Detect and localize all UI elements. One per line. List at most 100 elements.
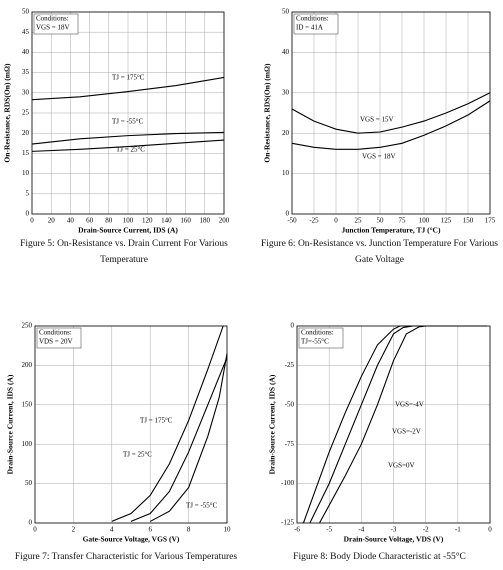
- y-tick-label: 30: [282, 88, 290, 96]
- y-tick-label: 20: [22, 129, 30, 137]
- x-tick-label: 150: [463, 217, 474, 225]
- y-tick-label: 10: [282, 169, 290, 177]
- x-tick-label: 0: [30, 217, 34, 225]
- x-tick-label: 200: [219, 217, 230, 225]
- x-tick-label: 10: [224, 526, 232, 534]
- series-label: TJ = -55°C: [112, 118, 144, 126]
- plot-frame: [34, 325, 228, 524]
- series-label: TJ = 25°C: [123, 451, 152, 459]
- series-line: [31, 76, 225, 101]
- caption: Figure 7: Transfer Characteristic for Va…: [14, 552, 238, 562]
- conditions-text: TJ=-55°C: [301, 338, 329, 346]
- x-tick-label: 100: [123, 217, 134, 225]
- series-label: TJ = -55°C: [186, 502, 218, 510]
- y-tick-label: 200: [22, 361, 33, 369]
- conditions-box: [298, 327, 344, 349]
- y-tick-label: 100: [22, 440, 33, 448]
- x-tick-label: 8: [187, 526, 191, 534]
- y-tick-label: 0: [26, 210, 30, 218]
- y-tick-label: 40: [282, 48, 290, 56]
- x-tick-label: -2: [423, 526, 429, 534]
- conditions-box: [293, 13, 339, 35]
- plot-frame: [31, 11, 225, 215]
- x-axis-label: Gate-Source Voltage, VGS (V): [83, 535, 180, 544]
- x-tick-label: -1: [455, 526, 461, 534]
- conditions-box: [36, 327, 82, 349]
- x-tick-label: 120: [142, 217, 153, 225]
- series-label: VGS=-4V: [395, 401, 424, 409]
- y-tick-label: 0: [29, 519, 33, 527]
- x-tick-label: 160: [180, 217, 191, 225]
- y-tick-label: 250: [22, 322, 33, 330]
- x-tick-label: -5: [326, 526, 332, 534]
- x-tick-label: 25: [355, 217, 363, 225]
- y-tick-label: 30: [22, 88, 30, 96]
- x-tick-label: 6: [148, 526, 152, 534]
- x-tick-label: -6: [294, 526, 300, 534]
- conditions-text: Conditions:: [39, 329, 72, 337]
- y-tick-label: -125: [281, 519, 294, 527]
- series-label: TJ = 175°C: [140, 417, 173, 425]
- x-tick-label: -3: [391, 526, 397, 534]
- x-tick-label: 125: [441, 217, 452, 225]
- x-axis-label: Junction Temperature, TJ (°C): [342, 226, 441, 235]
- series-label: VGS = 18V: [362, 153, 396, 161]
- x-tick-label: 4: [110, 526, 114, 534]
- y-tick-label: -75: [285, 440, 295, 448]
- x-tick-label: 50: [377, 217, 385, 225]
- series-label: VGS=-2V: [392, 428, 421, 436]
- y-tick-label: 5: [26, 189, 30, 197]
- y-tick-label: 45: [22, 28, 30, 36]
- series-line: [149, 353, 228, 522]
- series-line: [309, 325, 487, 524]
- y-tick-label: 40: [22, 48, 30, 56]
- conditions-text: Conditions:: [296, 15, 329, 23]
- y-tick-label: -50: [285, 400, 295, 408]
- x-tick-label: 20: [48, 217, 56, 225]
- x-tick-label: -50: [287, 217, 297, 225]
- conditions-text: Conditions:: [301, 329, 334, 337]
- x-axis-label: Drain-Source Voltage, VDS (V): [344, 535, 444, 544]
- y-tick-label: 50: [25, 479, 33, 487]
- series-label: TJ = 175°C: [112, 74, 145, 82]
- x-tick-label: 2: [72, 526, 76, 534]
- series-label: VGS=0V: [388, 462, 415, 470]
- x-axis-label: Drain-Source Current, IDS (A): [78, 226, 178, 235]
- plot-frame: [296, 325, 491, 524]
- x-tick-label: 40: [67, 217, 75, 225]
- y-tick-label: 0: [286, 210, 290, 218]
- series-line: [291, 100, 491, 150]
- series-line: [291, 92, 491, 134]
- y-tick-label: 0: [291, 322, 295, 330]
- y-tick-label: 50: [282, 8, 290, 16]
- series-line: [302, 325, 487, 524]
- y-axis-label: Drain-Source Current, IDS (A): [268, 374, 277, 474]
- x-tick-label: 0: [488, 526, 492, 534]
- x-tick-label: 0: [33, 526, 37, 534]
- series-line: [31, 139, 225, 152]
- x-tick-label: 140: [161, 217, 172, 225]
- x-tick-label: 175: [485, 217, 496, 225]
- series-line: [130, 357, 228, 522]
- series-line: [319, 325, 487, 524]
- y-tick-label: -100: [281, 479, 294, 487]
- conditions-text: VGS = 18V: [36, 24, 70, 32]
- x-tick-label: 75: [399, 217, 407, 225]
- conditions-box: [33, 13, 79, 35]
- y-tick-label: 20: [282, 129, 290, 137]
- conditions-text: ID = 41A: [296, 24, 323, 32]
- y-tick-label: -25: [285, 361, 295, 369]
- y-axis-label: On-Resistance, RDS(On) (mΩ): [3, 63, 12, 163]
- caption: Figure 8: Body Diode Characteristic at -…: [293, 552, 466, 562]
- y-tick-label: 150: [22, 400, 33, 408]
- caption: Figure 5: On-Resistance vs. Drain Curren…: [20, 239, 228, 265]
- x-tick-label: -25: [309, 217, 319, 225]
- y-tick-label: 15: [22, 149, 30, 157]
- series-label: VGS = 15V: [360, 116, 394, 124]
- caption: Figure 6: On-Resistance vs. Junction Tem…: [261, 239, 498, 265]
- series-line: [111, 325, 224, 522]
- y-tick-label: 25: [22, 109, 30, 117]
- x-tick-label: 80: [105, 217, 113, 225]
- y-tick-label: 35: [22, 68, 30, 76]
